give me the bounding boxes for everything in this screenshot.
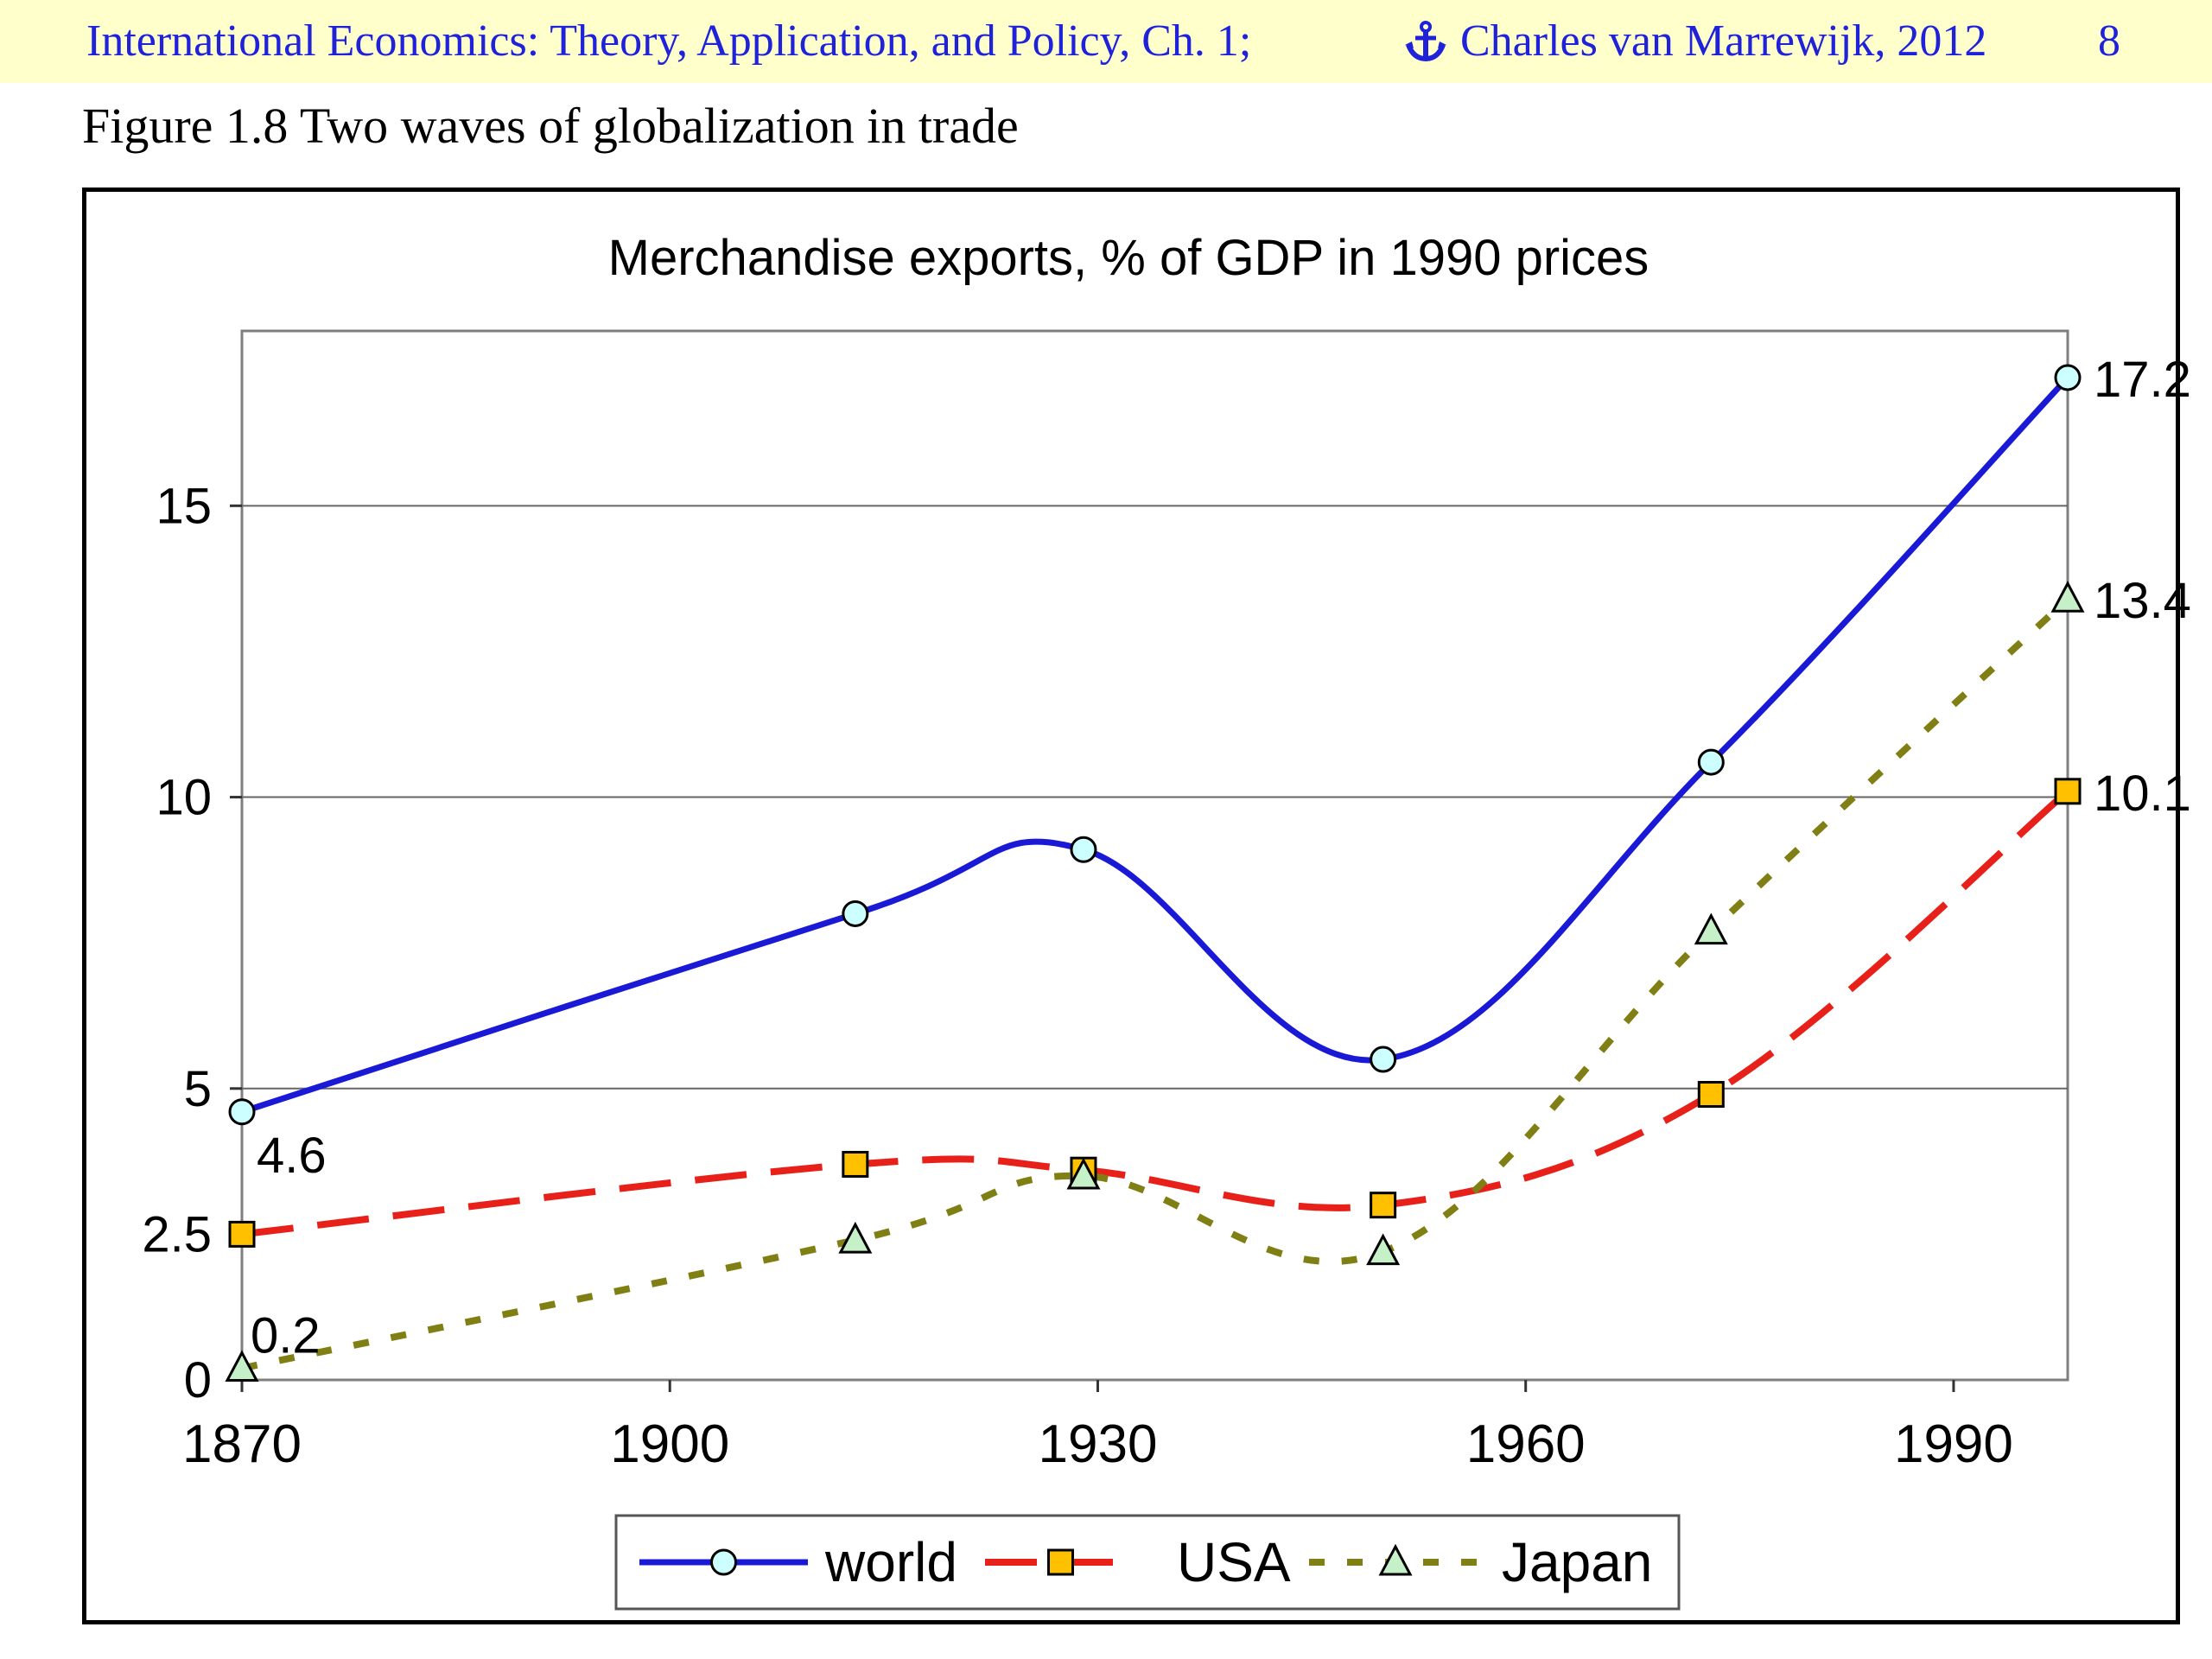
data-point-japan	[225, 1350, 259, 1382]
x-tick-label: 1900	[610, 1414, 729, 1474]
data-point-usa	[842, 1150, 869, 1178]
header-author: Charles van Marrewijk, 2012	[1460, 16, 1987, 66]
data-label: 10.1	[2094, 766, 2191, 822]
plot-area-border	[240, 329, 2069, 1382]
header-book-title: International Economics: Theory, Applica…	[86, 16, 1252, 66]
series-line-usa	[241, 788, 2070, 1238]
y-tick-label: 5	[184, 1061, 212, 1117]
data-point-japan	[1694, 912, 1728, 945]
anchor-icon	[1403, 19, 1448, 64]
data-point-japan	[1066, 1157, 1101, 1190]
series-line-world	[240, 375, 2070, 1116]
data-label: 13.4	[2094, 573, 2191, 629]
data-point-world	[1697, 748, 1725, 776]
data-point-world	[1070, 836, 1097, 863]
data-point-usa	[228, 1220, 256, 1248]
header-page-number: 8	[2098, 16, 2120, 66]
chart-title: Merchandise exports, % of GDP in 1990 pr…	[608, 230, 1649, 286]
y-tick-label: 2.5	[142, 1206, 212, 1262]
legend-label-japan: Japan	[1502, 1531, 1652, 1593]
data-point-world	[2054, 364, 2082, 391]
data-point-usa	[1370, 1192, 1397, 1219]
figure-title: Figure 1.8 Two waves of globalization in…	[82, 98, 1019, 154]
y-tick-label: 10	[156, 770, 212, 826]
y-tick-label: 15	[156, 478, 212, 534]
x-tick-label: 1960	[1466, 1414, 1586, 1474]
data-point-world	[1370, 1046, 1397, 1073]
data-point-japan	[1366, 1233, 1401, 1266]
data-point-usa	[1697, 1081, 1725, 1109]
series-line-japan	[241, 596, 2070, 1372]
data-point-usa	[2054, 778, 2082, 805]
data-point-world	[228, 1098, 256, 1126]
legend-label-world: world	[824, 1531, 957, 1593]
legend-marker-japan	[1378, 1543, 1413, 1576]
legend-marker-world	[710, 1548, 737, 1576]
data-label: 17.2	[2094, 352, 2191, 408]
slide-header: International Economics: Theory, Applica…	[0, 0, 2212, 83]
x-tick-label: 1870	[182, 1414, 302, 1474]
x-tick-label: 1990	[1894, 1414, 2013, 1474]
data-label: 0.2	[251, 1308, 321, 1364]
legend-marker-usa	[1047, 1548, 1074, 1576]
data-point-japan	[838, 1221, 873, 1254]
chart-frame	[82, 188, 2180, 1624]
legend-label-usa: USA	[1177, 1531, 1291, 1593]
data-point-world	[842, 899, 869, 927]
data-point-japan	[2050, 581, 2085, 613]
x-tick-label: 1930	[1039, 1414, 1158, 1474]
chart-legend: world USA Japan	[614, 1514, 1681, 1611]
data-label: 4.6	[257, 1128, 327, 1184]
y-tick-label: 0	[184, 1352, 212, 1408]
